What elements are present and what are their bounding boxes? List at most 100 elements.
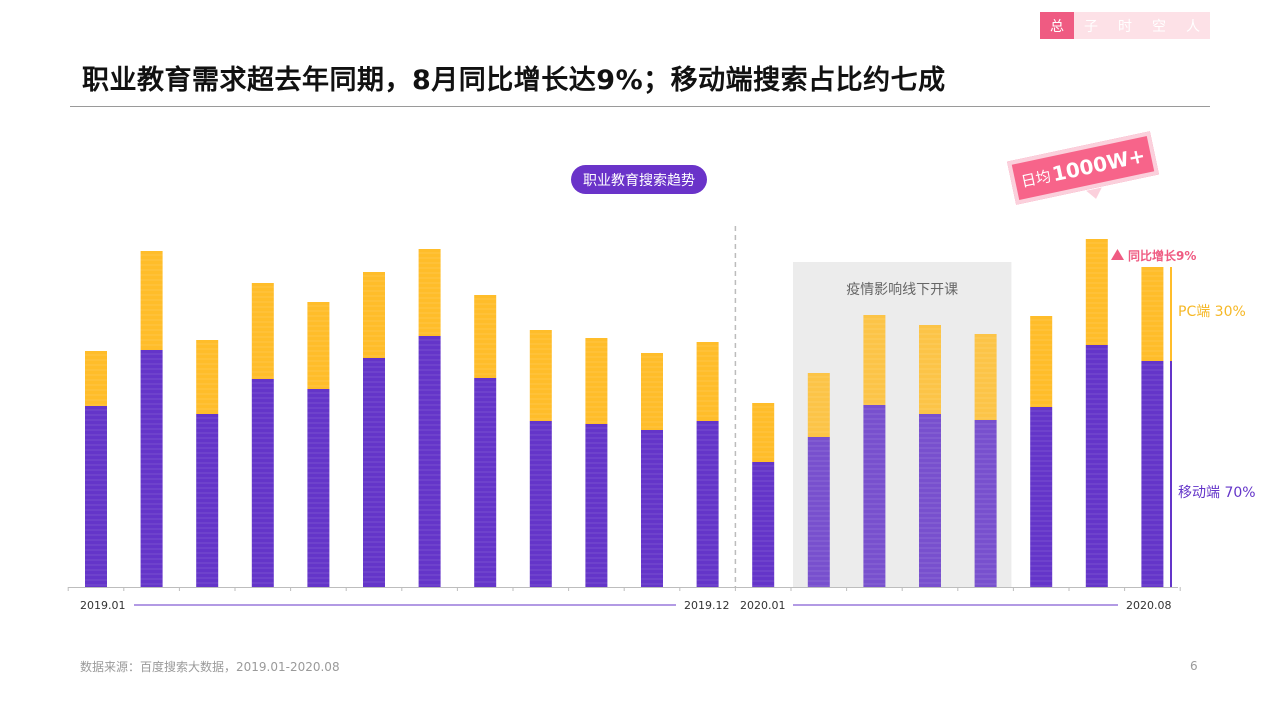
bar-pc-2019.01 [85,351,107,406]
tick-label-start-2019: 2019.01 [80,599,126,612]
bar-stripes [529,333,552,420]
bars-layer [85,239,1164,587]
bar-pc-2019.11 [641,353,663,430]
bar-stripes [919,328,941,410]
brand-char: 空 [1142,12,1176,39]
axis-layer: 2019.01 2019.12 2020.01 2020.08 [67,226,1181,612]
bar-pc-2019.12 [696,342,719,421]
up-triangle-icon [1111,249,1124,260]
bar-stripes [1030,319,1053,406]
brand-char: 人 [1176,12,1210,39]
brand-char: 子 [1074,12,1108,39]
bar-stripes [363,275,385,357]
bar-mobile-2019.06 [363,358,385,587]
tick-label-end-2020: 2020.08 [1126,599,1172,612]
shaded-region-label: 疫情影响线下开课 [846,282,958,298]
bar-stripes [196,417,219,584]
bar-mobile-2020.05 [974,420,997,587]
bar-mobile-2020.07 [1085,345,1108,587]
bar-mobile-2019.02 [140,350,163,587]
bar-stripes [919,417,941,584]
bar-pc-2020.05 [974,334,997,420]
bar-mobile-2020.06 [1030,407,1053,587]
bar-stripes [1085,348,1108,585]
bar-stripes [974,337,997,419]
tick-label-end-2019: 2019.12 [684,599,730,612]
bar-stripes [1030,410,1053,587]
bar-stripes [641,433,663,585]
bar-stripes [196,343,219,410]
bar-mobile-2019.05 [307,389,330,587]
bar-pc-2019.02 [140,251,163,350]
bar-stripes [363,361,385,583]
bar-stripes [140,254,163,346]
annotation-layer: PC端 30% 移动端 70% 同比增长9% [1111,248,1256,587]
bar-mobile-2020.01 [752,462,775,587]
bar-stripes [1141,364,1164,586]
bar-stripes [863,408,886,585]
bar-stripes [863,318,886,405]
bar-mobile-2019.11 [641,430,663,587]
bar-stripes [85,354,107,406]
bar-stripes [641,356,663,428]
bar-stripes [585,341,608,423]
brand-tag: 总 子 时 空 人 [1040,12,1210,39]
bar-pc-2019.04 [251,283,274,379]
mobile-share-label: 移动端 70% [1178,485,1256,501]
bar-pc-2020.06 [1030,316,1053,407]
bar-pc-2019.08 [474,295,497,378]
badge-value: 1000W+ [1049,143,1148,187]
bar-stripes [85,409,107,586]
bar-pc-2019.05 [307,302,330,389]
bar-mobile-2019.12 [696,421,719,587]
title-divider [70,106,1210,107]
bar-stripes [696,345,719,417]
bar-stripes [251,382,274,584]
bar-stripes [1085,242,1108,344]
brand-char: 时 [1108,12,1142,39]
bar-stripes [474,298,497,375]
bar-pc-2019.07 [418,249,441,336]
bar-mobile-2019.10 [585,424,608,587]
bar-mobile-2020.03 [863,405,886,587]
bar-pc-2020.04 [919,325,941,414]
yoy-growth-label: 同比增长9% [1128,248,1196,263]
bar-mobile-2020.08 [1141,361,1164,587]
bar-pc-2019.03 [196,340,219,414]
bar-stripes [307,305,330,387]
bar-mobile-2019.09 [529,421,552,587]
bar-stripes [752,406,775,458]
bar-stripes [418,252,441,334]
brand-char: 总 [1040,12,1074,39]
bar-stripes [752,465,775,587]
bar-mobile-2019.04 [251,379,274,587]
bar-mobile-2019.01 [85,406,107,587]
chart-title-pill: 职业教育搜索趋势 [571,165,707,194]
bar-pc-2020.08 [1141,267,1164,361]
bar-stripes [696,424,719,586]
bar-pc-2019.09 [529,330,552,421]
bar-mobile-2020.02 [807,437,830,587]
bar-stripes [1141,270,1164,357]
bar-stripes [807,376,830,433]
bar-pc-2019.10 [585,338,608,424]
bar-stripes [307,392,330,584]
bar-mobile-2019.07 [418,336,441,587]
badge-prefix: 日均 [1019,166,1053,191]
bar-pc-2019.06 [363,272,385,358]
data-source-note: 数据来源：百度搜索大数据，2019.01-2020.08 [80,660,340,674]
bar-stripes [251,286,274,378]
bar-pc-2020.02 [807,373,830,437]
bar-stripes [529,424,552,586]
bar-stripes [140,353,163,585]
bar-pc-2020.07 [1085,239,1108,345]
bar-stripes [474,381,497,583]
bar-mobile-2019.08 [474,378,497,587]
bar-pc-2020.01 [752,403,775,462]
pc-share-label: PC端 30% [1178,304,1246,320]
tick-label-start-2020: 2020.01 [740,599,786,612]
page-number: 6 [1190,659,1198,673]
bar-mobile-2019.03 [196,414,219,587]
page-title: 职业教育需求超去年同期，8月同比增长达9%；移动端搜索占比约七成 [82,65,946,96]
